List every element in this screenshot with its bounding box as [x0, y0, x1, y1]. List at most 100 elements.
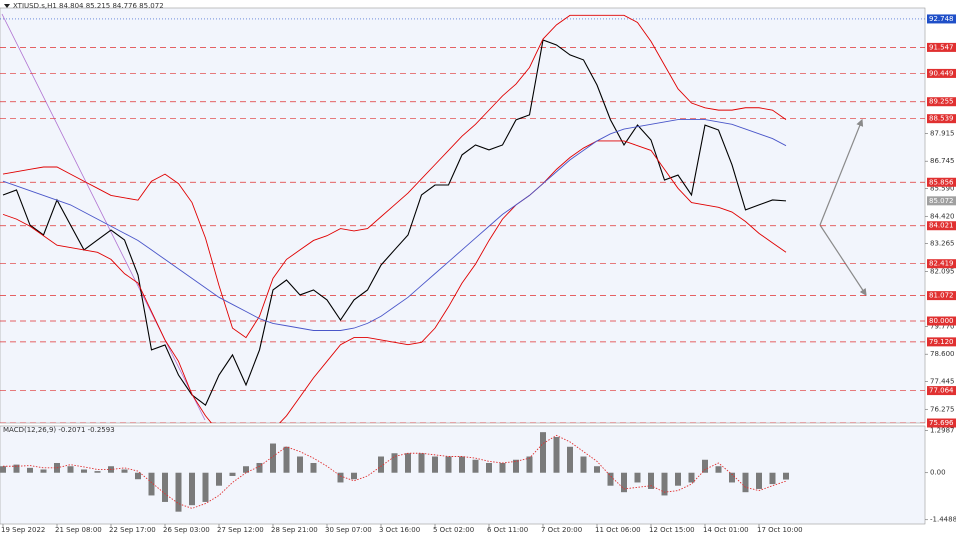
y-tick-label: 79.770 [930, 322, 955, 330]
level-label: 79.120 [929, 338, 954, 346]
level-box [927, 259, 956, 269]
histogram-bar [634, 472, 641, 483]
x-tick-label: 28 Sep 21:00 [271, 526, 318, 534]
histogram-bar [540, 432, 546, 473]
y-tick-label: 86.745 [930, 157, 955, 165]
x-tick-label: 5 Oct 02:00 [433, 526, 474, 534]
histogram-bar [594, 466, 600, 473]
x-tick-label: 30 Sep 07:00 [325, 526, 372, 534]
level-box [927, 386, 956, 396]
level-box [927, 114, 956, 124]
level-box [927, 418, 956, 428]
histogram-bar [499, 462, 506, 473]
level-label: 90.449 [929, 69, 954, 77]
histogram-bar [0, 466, 6, 473]
chart-title: XTIUSD.s,H1 84.804 85.215 84.776 85.072 [13, 2, 164, 10]
drawings [1, 13, 867, 421]
x-tick-label: 12 Oct 15:00 [649, 526, 695, 534]
y-tick-label: 84.420 [930, 212, 955, 220]
macd-plot [0, 432, 789, 512]
histogram-bar [256, 462, 263, 473]
x-tick-label: 11 Oct 06:00 [595, 526, 641, 534]
x-tick-label: 14 Oct 01:00 [703, 526, 749, 534]
level-box [927, 316, 956, 326]
level-label: 82.419 [929, 260, 954, 268]
histogram-bar [459, 456, 465, 473]
histogram-bar [94, 471, 101, 473]
histogram-bar [418, 453, 425, 473]
level-label: 91.547 [929, 43, 954, 51]
x-tick-label: 6 Oct 11:00 [487, 526, 528, 534]
y-tick-label: 77.445 [930, 378, 955, 386]
histogram-bar [472, 459, 479, 473]
level-box [927, 337, 956, 347]
histogram-bar [742, 472, 749, 493]
y-tick-label: 87.915 [930, 129, 955, 137]
trend-line [1, 13, 206, 421]
histogram-bar [67, 466, 74, 473]
level-label: 77.064 [929, 387, 954, 395]
level-label: 92.748 [929, 15, 954, 23]
histogram-bar [337, 472, 344, 483]
histogram-bar [567, 446, 573, 473]
level-label: 81.072 [929, 292, 954, 300]
y-tick-label: 82.095 [930, 267, 955, 275]
histogram-bar [729, 472, 735, 483]
histogram-bar [607, 472, 614, 486]
level-box [927, 97, 956, 107]
level-box [927, 14, 956, 24]
histogram-bar [391, 453, 398, 473]
arrow-up [819, 118, 864, 226]
histogram-bar [297, 456, 303, 473]
x-tick-label: 7 Oct 20:00 [541, 526, 582, 534]
histogram-bar [405, 453, 411, 473]
x-tick-label: 3 Oct 16:00 [379, 526, 420, 534]
y-tick-label: 85.590 [930, 185, 955, 193]
histogram-bar [769, 472, 776, 485]
histogram-bar [715, 466, 722, 473]
histogram-bar [675, 472, 681, 486]
main-plot [0, 14, 925, 423]
histogram-bar [216, 472, 222, 486]
axes: 87.915 86.745 85.590 84.420 83.265 82.095 79.7… [1, 14, 956, 534]
histogram-bar [526, 456, 533, 473]
histogram-bar [270, 443, 276, 473]
level-box [927, 68, 956, 78]
histogram-bar [661, 472, 668, 496]
level-box [927, 196, 956, 206]
indicator-line [2, 140, 787, 423]
y-tick-label: 0.00 [930, 469, 946, 477]
level-label: 85.856 [929, 178, 954, 186]
histogram-bar [243, 466, 249, 473]
histogram-bar [175, 472, 182, 512]
macd-title: MACD(12,26,9) -0.2071 -0.2593 [3, 426, 115, 434]
y-tick-label: 76.275 [930, 405, 955, 413]
histogram-bar [40, 469, 47, 473]
histogram-bar [162, 472, 168, 502]
level-label: 89.255 [929, 98, 954, 106]
y-tick-label: 1.2987 [930, 427, 955, 435]
histogram-bar [580, 456, 587, 473]
histogram-bar [121, 469, 128, 473]
histogram-bar [351, 472, 357, 480]
histogram-bar [135, 472, 141, 480]
y-tick-label: 78.600 [930, 350, 955, 358]
histogram-bar [783, 472, 789, 480]
histogram-bar [13, 464, 20, 473]
level-box [927, 177, 956, 187]
histogram-bar [621, 472, 627, 493]
indicator-line [2, 119, 787, 331]
x-tick-label: 26 Sep 03:00 [163, 526, 210, 534]
y-tick-label: 83.265 [930, 240, 955, 248]
x-tick-label: 27 Sep 12:00 [217, 526, 264, 534]
level-box [927, 42, 956, 52]
histogram-bar [432, 456, 438, 473]
x-tick-label: 21 Sep 08:00 [55, 526, 102, 534]
x-tick-label: 22 Sep 17:00 [109, 526, 156, 534]
histogram-bar [202, 472, 209, 502]
level-box [927, 221, 956, 231]
histogram-bar [445, 456, 452, 473]
x-tick-label: 19 Sep 2022 [1, 526, 45, 534]
level-label: 85.072 [929, 197, 954, 205]
